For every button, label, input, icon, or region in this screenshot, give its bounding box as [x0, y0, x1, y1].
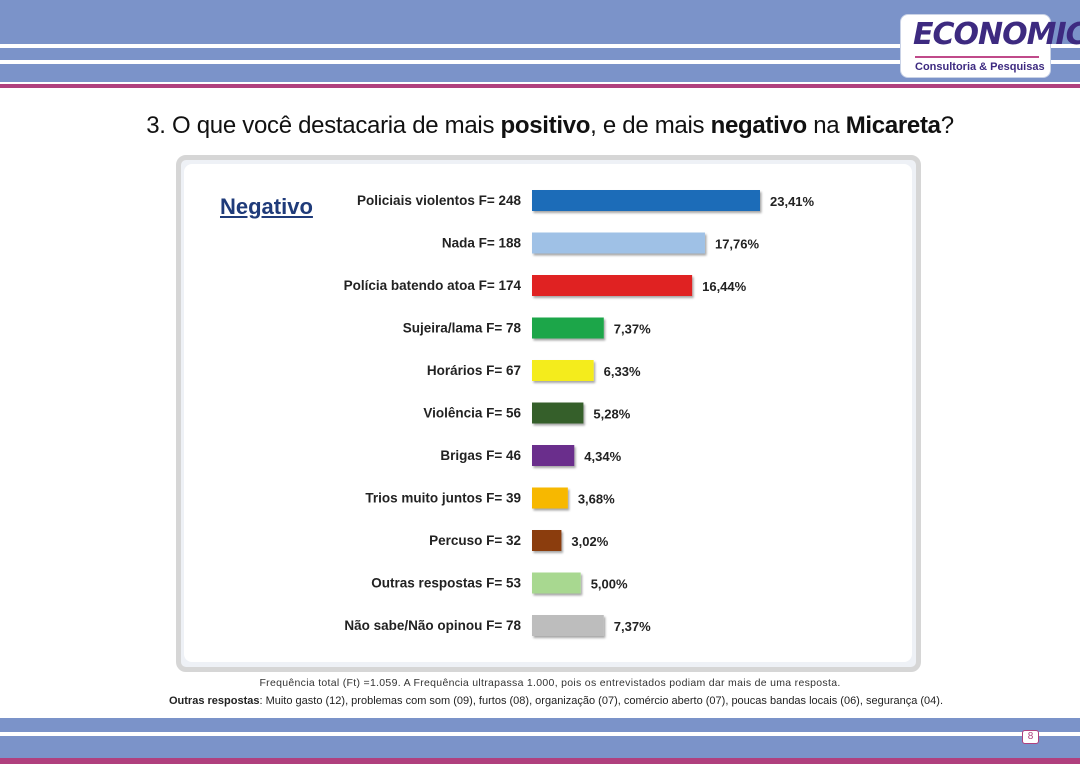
bar — [532, 572, 581, 594]
category-label: Horários F= 67 — [427, 363, 521, 378]
title-text: , e de mais — [590, 112, 711, 139]
category-label: Policiais violentos F= 248 — [357, 193, 521, 208]
value-label: 16,44% — [702, 279, 747, 294]
company-logo: ECONOMIC Consultoria & Pesquisas — [900, 14, 1080, 78]
others-note-text: : Muito gasto (12), problemas com som (0… — [259, 695, 944, 707]
section-label: Negativo — [220, 194, 313, 219]
value-label: 7,37% — [614, 322, 651, 337]
value-label: 4,34% — [584, 449, 621, 464]
value-label: 7,37% — [614, 619, 651, 634]
footer-accent-line — [0, 758, 1080, 764]
others-note: Outras respostas: Muito gasto (12), prob… — [0, 695, 1080, 707]
bar — [532, 487, 568, 509]
bar — [532, 317, 604, 339]
title-text: ? — [940, 112, 954, 139]
others-note-label: Outras respostas — [168, 695, 260, 707]
bar — [532, 232, 705, 254]
logo-tagline: Consultoria & Pesquisas — [915, 61, 1045, 73]
header-stripe — [0, 48, 1080, 60]
title-text: negativo — [710, 112, 808, 139]
header-accent-line — [0, 84, 1080, 88]
title-text: positivo — [500, 112, 591, 139]
page-number: 8 — [1022, 730, 1039, 744]
footer-stripe — [0, 736, 1080, 758]
value-label: 5,28% — [593, 407, 630, 422]
value-label: 5,00% — [591, 577, 628, 592]
category-label: Trios muito juntos F= 39 — [365, 491, 521, 506]
bar — [532, 530, 562, 551]
value-label: 6,33% — [604, 364, 641, 379]
logo-name: ECONOMIC — [913, 17, 1080, 52]
logo-divider — [915, 56, 1039, 58]
bar — [532, 402, 584, 424]
category-label: Percuso F= 32 — [429, 533, 521, 548]
value-label: 3,68% — [578, 492, 615, 507]
header-stripe — [0, 64, 1080, 82]
bar — [532, 445, 575, 466]
footer-stripe — [0, 718, 1080, 732]
title-text: 3. O que você destacaria de mais — [146, 112, 501, 139]
frequency-note: Frequência total (Ft) =1.059. A Frequênc… — [259, 677, 841, 689]
value-label: 23,41% — [770, 194, 815, 209]
category-label: Nada F= 188 — [442, 236, 522, 251]
category-label: Brigas F= 46 — [440, 448, 521, 463]
bar — [532, 615, 604, 636]
category-label: Outras respostas F= 53 — [371, 576, 521, 591]
page-title: 3. O que você destacaria de mais positiv… — [0, 112, 1080, 140]
bar — [532, 190, 760, 211]
value-label: 3,02% — [571, 534, 608, 549]
title-text: na — [806, 112, 846, 139]
bar — [532, 275, 693, 296]
bar — [532, 360, 594, 381]
category-label: Polícia batendo atoa F= 174 — [344, 278, 522, 293]
title-text: Micareta — [845, 112, 941, 139]
category-label: Violência F= 56 — [423, 406, 521, 421]
value-label: 17,76% — [715, 237, 760, 252]
category-label: Sujeira/lama F= 78 — [403, 321, 522, 336]
category-label: Não sabe/Não opinou F= 78 — [344, 618, 521, 633]
